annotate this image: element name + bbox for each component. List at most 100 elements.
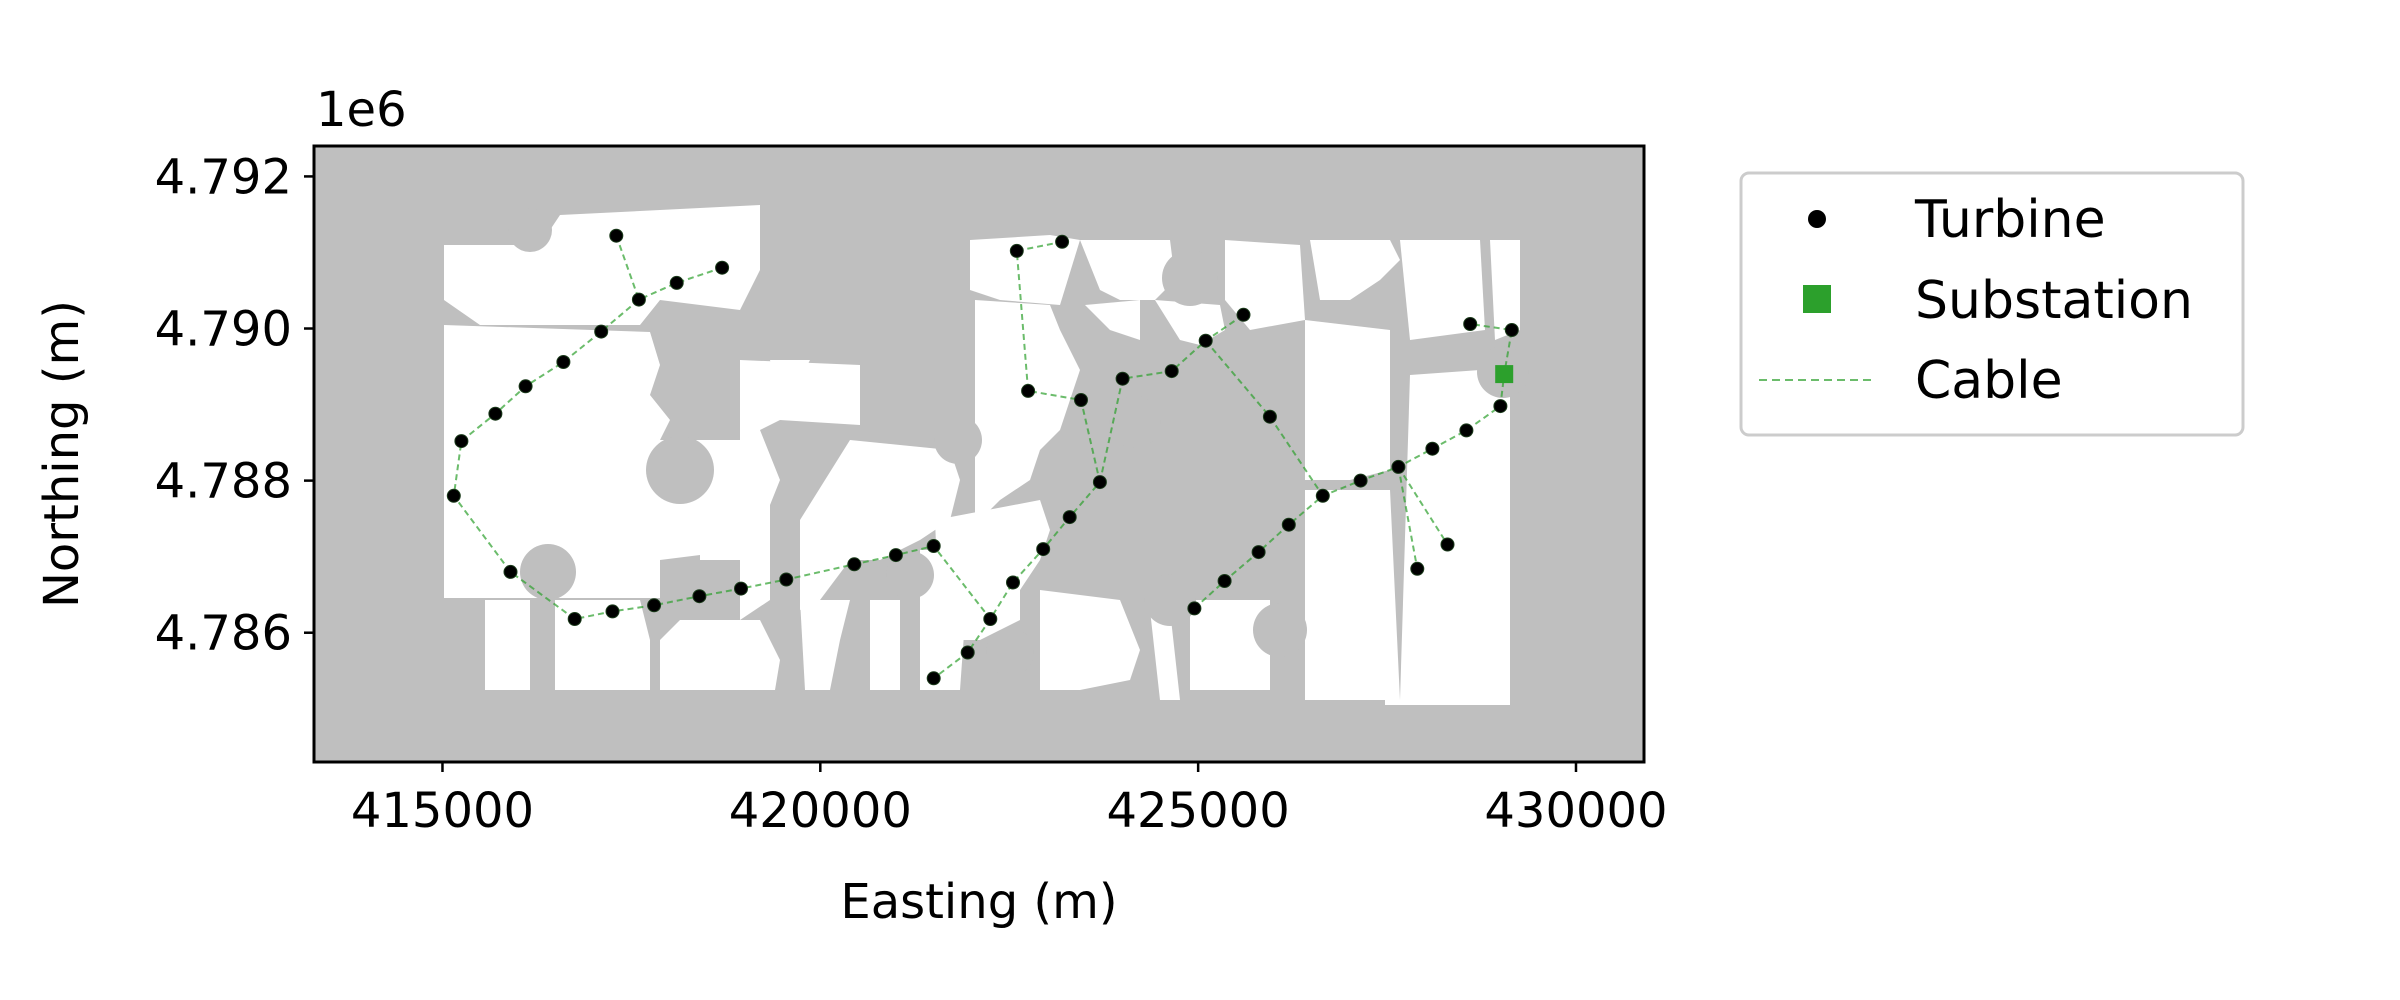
y-offset-label: 1e6	[316, 82, 407, 138]
turbine-point	[609, 228, 624, 243]
exclusion-zone	[1109, 396, 1161, 448]
y-axis: 4.786 4.788 4.790 4.792	[155, 149, 314, 662]
land-area	[1040, 590, 1140, 690]
land-area	[1310, 240, 1400, 300]
land-area	[444, 205, 760, 325]
turbine-series	[446, 228, 1519, 686]
exclusion-zone	[508, 208, 552, 252]
land-area	[1480, 370, 1510, 700]
substation-point	[1495, 365, 1514, 384]
x-axis: 415000 420000 425000 430000	[351, 762, 1668, 839]
land-area	[600, 620, 640, 690]
land-area	[740, 480, 770, 620]
turbine-point	[1055, 234, 1070, 249]
y-tick-label: 4.790	[155, 302, 292, 358]
plot-frame	[312, 144, 1646, 764]
turbine-point	[1217, 574, 1232, 588]
cable-segment	[1397, 466, 1419, 569]
turbine-point	[567, 612, 582, 626]
turbine-point	[926, 539, 941, 553]
turbine-point	[1187, 601, 1202, 616]
turbine-point	[1236, 307, 1251, 322]
x-tick-label: 415000	[351, 783, 534, 839]
land-area	[770, 360, 810, 380]
y-tick-label: 4.786	[155, 606, 292, 662]
turbine-point	[518, 379, 533, 394]
turbine-point	[669, 275, 684, 290]
turbine-point	[1353, 473, 1368, 488]
exclusion-zone	[1144, 574, 1196, 626]
turbine-point	[1062, 510, 1077, 525]
turbine-point	[779, 572, 794, 587]
land-area	[485, 600, 530, 690]
x-axis-label: Easting (m)	[840, 874, 1117, 930]
turbine-point	[1391, 459, 1406, 474]
turbine-point	[1440, 537, 1455, 552]
legend-box	[1739, 171, 2245, 437]
substation-series	[1495, 365, 1514, 384]
turbine-point	[1021, 383, 1036, 398]
land-area	[935, 500, 1050, 640]
turbine-point	[556, 355, 571, 369]
turbine-point	[1281, 517, 1296, 532]
turbine-point	[1493, 399, 1508, 414]
legend: Turbine Substation Cable	[1739, 171, 2245, 437]
turbine-point	[847, 557, 862, 572]
turbine-point	[1006, 575, 1020, 590]
turbine-point	[647, 598, 662, 613]
legend-turbine-marker	[1808, 210, 1826, 228]
turbine-point	[631, 292, 646, 307]
land-area	[1085, 300, 1140, 340]
land-area	[1225, 240, 1305, 330]
turbine-point	[1251, 545, 1266, 560]
x-tick-label: 420000	[729, 783, 912, 839]
turbine-point	[888, 548, 903, 563]
turbine-point	[715, 260, 730, 275]
land-area	[444, 325, 705, 598]
y-axis-label: Northing (m)	[34, 300, 90, 608]
exclusion-zone	[886, 551, 934, 599]
turbine-point	[488, 406, 503, 421]
land-area	[1080, 240, 1175, 300]
land-area	[1490, 240, 1520, 340]
legend-substation-label: Substation	[1915, 271, 2193, 331]
land-area	[1305, 320, 1390, 480]
cable-segment	[615, 235, 640, 300]
land-areas	[444, 205, 1529, 705]
legend-cable-label: Cable	[1915, 351, 2063, 411]
turbine-point	[1410, 561, 1425, 576]
plot-area	[312, 144, 1646, 764]
turbine-point	[1463, 317, 1478, 331]
x-tick-label: 430000	[1484, 783, 1667, 839]
turbine-point	[1036, 542, 1051, 557]
land-area	[800, 440, 960, 610]
turbine-point	[983, 612, 998, 626]
land-area	[820, 370, 860, 420]
turbine-point	[1198, 333, 1213, 348]
land-area	[1400, 240, 1485, 340]
cable-segment	[1204, 340, 1324, 497]
land-area	[1190, 600, 1270, 690]
y-tick-label: 4.792	[155, 149, 292, 205]
land-area	[970, 235, 1080, 305]
land-area	[660, 620, 780, 690]
land-area	[870, 600, 900, 690]
turbine-point	[1009, 243, 1024, 258]
turbine-point	[734, 581, 748, 596]
turbine-point	[1315, 488, 1330, 503]
land-area	[1155, 300, 1225, 345]
turbine-point	[1164, 364, 1179, 379]
turbine-point	[960, 645, 975, 660]
cable-segment	[452, 240, 1101, 621]
turbine-point	[503, 564, 518, 579]
turbine-point	[446, 488, 461, 503]
turbine-point	[594, 324, 609, 339]
turbine-point	[926, 671, 941, 686]
land-area	[1400, 370, 1480, 700]
turbine-point	[1459, 423, 1474, 438]
turbine-point	[1115, 371, 1130, 386]
exclusion-zone	[934, 416, 982, 464]
x-tick-label: 425000	[1107, 783, 1290, 839]
turbine-point	[1262, 409, 1277, 424]
